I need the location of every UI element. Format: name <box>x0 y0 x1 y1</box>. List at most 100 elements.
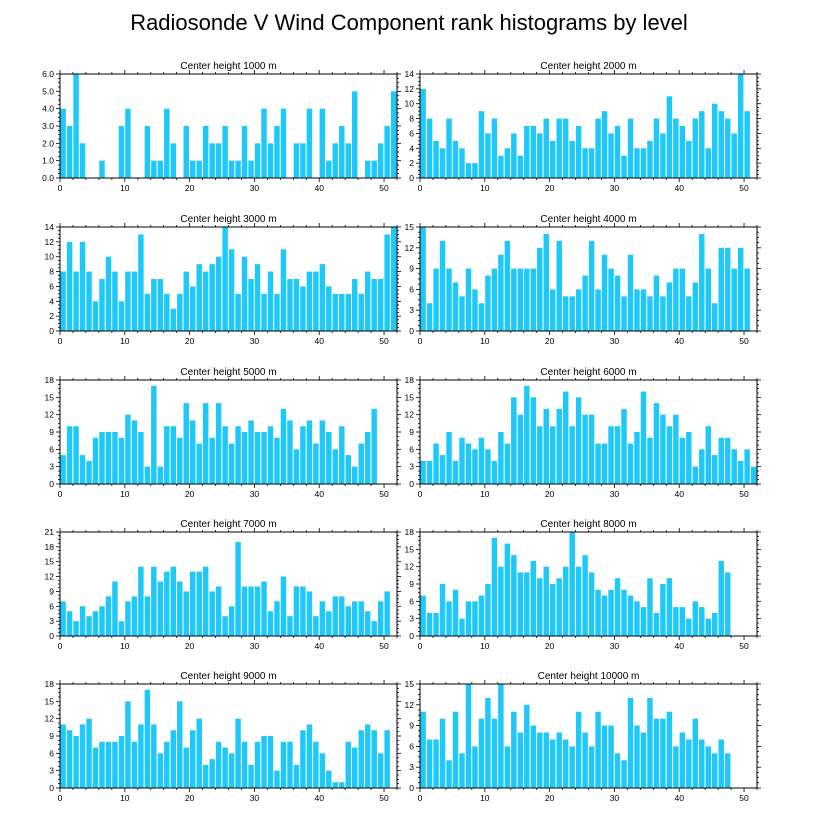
bar <box>319 420 326 484</box>
bar <box>588 572 595 636</box>
y-tick-label: 0 <box>49 479 54 489</box>
bar <box>202 403 209 484</box>
panel-title: Center height 6000 m <box>540 367 636 378</box>
bar <box>550 739 556 788</box>
y-tick-label: 9 <box>409 264 414 274</box>
y-tick-label: 4.0 <box>42 104 54 114</box>
bar <box>647 697 653 788</box>
x-tick-label: 0 <box>58 336 63 346</box>
bar <box>86 718 92 788</box>
x-tick-label: 10 <box>120 793 130 803</box>
bar <box>744 111 750 178</box>
bar <box>196 571 202 636</box>
bar <box>718 739 724 788</box>
y-tick-label: 9 <box>409 579 414 589</box>
bar <box>614 426 621 484</box>
bar <box>705 148 711 178</box>
bar <box>530 126 536 178</box>
bar <box>692 118 699 178</box>
y-tick-label: 12 <box>45 410 55 420</box>
bar <box>420 460 426 484</box>
x-tick-label: 10 <box>480 489 490 499</box>
bar <box>634 725 640 788</box>
bar <box>339 782 345 788</box>
bar <box>699 111 705 178</box>
bar <box>640 148 647 178</box>
bar <box>524 704 530 788</box>
bar <box>524 126 530 178</box>
bar <box>183 271 189 331</box>
bar <box>170 143 176 178</box>
bar <box>300 730 306 788</box>
bar <box>692 466 699 484</box>
bar <box>326 770 332 788</box>
bar <box>183 591 189 636</box>
bar <box>446 432 452 484</box>
bar <box>73 74 79 178</box>
bar <box>478 111 485 178</box>
y-tick-label: 4 <box>409 143 414 153</box>
y-tick-label: 18 <box>45 375 55 385</box>
bar <box>332 143 339 178</box>
bar <box>280 576 287 636</box>
bar <box>60 601 66 636</box>
bar <box>653 118 660 178</box>
bar <box>209 143 215 178</box>
bar <box>287 616 293 636</box>
bar <box>280 249 287 331</box>
bar <box>332 449 339 484</box>
bar <box>215 256 222 331</box>
bar <box>79 143 86 178</box>
bar <box>511 555 517 636</box>
bar <box>326 432 332 484</box>
bar <box>439 240 446 331</box>
bar <box>300 426 306 484</box>
bar <box>562 296 569 331</box>
bar <box>705 618 711 636</box>
x-tick-label: 50 <box>379 183 389 193</box>
x-tick-label: 20 <box>545 793 555 803</box>
bar <box>647 578 653 636</box>
bar <box>640 289 647 331</box>
bar <box>647 140 653 178</box>
bar <box>660 133 666 178</box>
bar <box>306 591 313 636</box>
y-tick-label: 3 <box>49 462 54 472</box>
bar <box>724 247 731 331</box>
bar <box>352 601 358 636</box>
bar <box>60 271 66 331</box>
bar <box>306 271 313 331</box>
bar <box>345 606 351 636</box>
x-tick-label: 30 <box>610 641 620 651</box>
bar <box>125 701 131 788</box>
bar <box>332 596 339 636</box>
bar <box>248 764 254 788</box>
bar <box>254 586 261 636</box>
x-tick-label: 50 <box>379 793 389 803</box>
bar <box>426 460 433 484</box>
bar <box>215 143 222 178</box>
bar <box>666 96 673 178</box>
bar <box>222 426 228 484</box>
bar <box>426 118 433 178</box>
bar <box>196 160 202 178</box>
bar <box>99 160 105 178</box>
bar <box>215 586 222 636</box>
bar <box>614 753 621 788</box>
bar <box>705 268 711 331</box>
bar <box>183 126 189 178</box>
bar <box>371 408 377 484</box>
bar <box>485 697 491 788</box>
x-tick-label: 20 <box>185 183 195 193</box>
bar <box>608 133 614 178</box>
bar <box>131 271 138 331</box>
bar <box>377 143 384 178</box>
bar <box>718 437 724 484</box>
bar <box>131 420 138 484</box>
bar <box>202 271 209 331</box>
bar <box>627 595 634 636</box>
bar <box>452 140 459 178</box>
bar <box>562 739 569 788</box>
bar <box>144 293 151 331</box>
y-tick-label: 14 <box>405 69 415 79</box>
